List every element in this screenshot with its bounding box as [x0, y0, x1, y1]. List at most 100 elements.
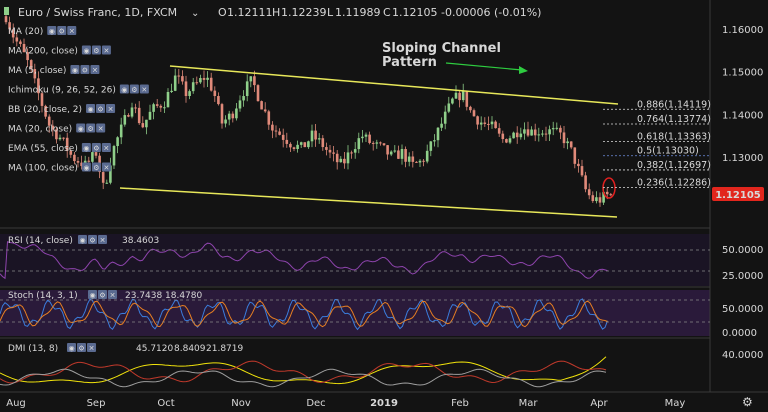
gear-icon[interactable]: ⚙: [742, 395, 753, 409]
eye-icon[interactable]: ◉: [83, 47, 89, 55]
dmi-tick: 40.0000: [722, 350, 763, 361]
eye-icon[interactable]: ◉: [68, 345, 74, 353]
candle-body: [566, 141, 569, 144]
candle-body: [130, 107, 134, 117]
overlay-indicator-label[interactable]: MA (5, close): [8, 66, 66, 76]
candle-body: [451, 98, 454, 104]
candle-body: [436, 127, 440, 141]
candle-body: [487, 123, 490, 125]
gear-icon[interactable]: ⚙: [131, 86, 137, 94]
stoch-tick: 0.0000: [722, 328, 757, 339]
overlay-indicator-label[interactable]: EMA (55, close): [8, 144, 78, 154]
close-icon[interactable]: ✕: [92, 67, 98, 75]
close-icon[interactable]: ✕: [69, 28, 75, 36]
gear-icon[interactable]: ⚙: [78, 345, 84, 353]
candle-body: [87, 160, 91, 162]
gear-icon[interactable]: ⚙: [93, 145, 99, 153]
eye-icon-bg: [88, 290, 97, 299]
eye-icon[interactable]: ◉: [121, 86, 127, 94]
candle-body: [602, 191, 605, 203]
candle-body: [224, 119, 227, 124]
gear-icon[interactable]: ⚙: [99, 292, 105, 300]
fib-retracement[interactable]: 0.886(1.14119) 0.764(1.13774) 0.618(1.1336…: [603, 99, 711, 188]
candle-body: [209, 77, 213, 91]
candle-body: [598, 197, 602, 203]
overlay-indicator-label[interactable]: MA (100, close): [8, 164, 78, 174]
gear-icon[interactable]: ⚙: [97, 106, 103, 114]
gear-icon[interactable]: ⚙: [89, 237, 95, 245]
overlay-indicator-label[interactable]: MA (20): [8, 27, 43, 37]
candle-body: [173, 75, 177, 91]
eye-icon[interactable]: ◉: [72, 67, 78, 75]
eye-icon[interactable]: ◉: [89, 292, 95, 300]
close-icon[interactable]: ✕: [103, 145, 109, 153]
channel-upper-line[interactable]: [169, 65, 619, 105]
candle-body: [591, 195, 595, 202]
channel-lower-line[interactable]: [119, 187, 618, 218]
dmi-axis[interactable]: 40.0000: [722, 350, 763, 361]
gear-icon[interactable]: ⚙: [82, 67, 88, 75]
candle-body: [541, 133, 544, 135]
time-axis[interactable]: Aug Sep Oct Nov Dec 2019 Feb Mar Apr May: [6, 398, 685, 409]
candle-body: [580, 166, 584, 176]
stoch-axis[interactable]: 50.0000 0.0000: [722, 304, 763, 339]
overlay-indicator-label[interactable]: MA (20, close): [8, 125, 72, 135]
overlay-indicator-label[interactable]: BB (20, close, 2): [8, 105, 82, 115]
close-icon-bg: [101, 143, 111, 152]
close-icon[interactable]: ✕: [100, 237, 106, 245]
stoch-tick: 50.0000: [722, 304, 763, 315]
eye-icon[interactable]: ◉: [83, 164, 89, 172]
stoch-pane-bg: [0, 290, 710, 336]
dmi-label[interactable]: DMI (13, 8): [8, 344, 58, 354]
symbol-title[interactable]: Euro / Swiss Franc, 1D, FXCM: [18, 6, 177, 19]
close-icon[interactable]: ✕: [98, 125, 104, 133]
candle-body: [217, 96, 220, 105]
close-icon[interactable]: ✕: [141, 86, 147, 94]
candle-body: [321, 138, 325, 148]
price-axis[interactable]: 1.16000 1.15000 1.14000 1.13000: [722, 25, 763, 164]
candle-body: [274, 130, 278, 132]
candle-body: [461, 91, 465, 101]
candle-body: [109, 165, 112, 183]
rsi-label[interactable]: RSI (14, close): [8, 236, 73, 246]
eye-icon[interactable]: ◉: [87, 106, 93, 114]
candle-body: [4, 16, 8, 23]
candle-body: [33, 69, 37, 79]
candle-body: [47, 116, 51, 126]
eye-icon[interactable]: ◉: [49, 28, 55, 36]
close-icon[interactable]: ✕: [89, 345, 95, 353]
stoch-d-value: 18.4780: [165, 291, 202, 301]
close-icon[interactable]: ✕: [103, 47, 109, 55]
gear-icon[interactable]: ⚙: [88, 125, 94, 133]
overlay-indicator-label[interactable]: MA (200, close): [8, 47, 78, 57]
close-icon-bg: [98, 235, 107, 244]
rsi-axis[interactable]: 50.0000 25.0000: [722, 245, 763, 282]
candle-body: [389, 151, 393, 155]
fib-level-label: 0.382(1.12697): [637, 160, 711, 171]
stoch-label[interactable]: Stoch (14, 3, 1): [8, 291, 78, 301]
gear-icon-bg: [91, 45, 101, 55]
close-icon-bg: [101, 162, 111, 172]
candle-body: [551, 128, 555, 130]
eye-icon[interactable]: ◉: [83, 145, 89, 153]
gear-icon-bg: [129, 84, 139, 94]
eye-icon[interactable]: ◉: [78, 125, 84, 133]
candle-body: [22, 43, 26, 53]
close-icon[interactable]: ✕: [110, 292, 116, 300]
annotation-text-line2: Pattern: [382, 55, 437, 70]
eye-icon[interactable]: ◉: [79, 237, 85, 245]
rsi-tick: 50.0000: [722, 245, 763, 256]
overlay-indicator-label[interactable]: Ichimoku (9, 26, 52, 26): [8, 86, 116, 96]
candle-body: [296, 144, 299, 149]
chevron-down-icon[interactable]: ⌄: [191, 8, 199, 19]
candle-body: [587, 189, 591, 196]
candle-body: [242, 96, 245, 101]
gear-icon[interactable]: ⚙: [59, 28, 65, 36]
close-icon[interactable]: ✕: [108, 106, 114, 114]
gear-icon[interactable]: ⚙: [93, 47, 99, 55]
gear-icon[interactable]: ⚙: [93, 164, 99, 172]
candle-body: [544, 133, 548, 135]
close-icon[interactable]: ✕: [103, 164, 109, 172]
candle-body: [285, 139, 289, 144]
